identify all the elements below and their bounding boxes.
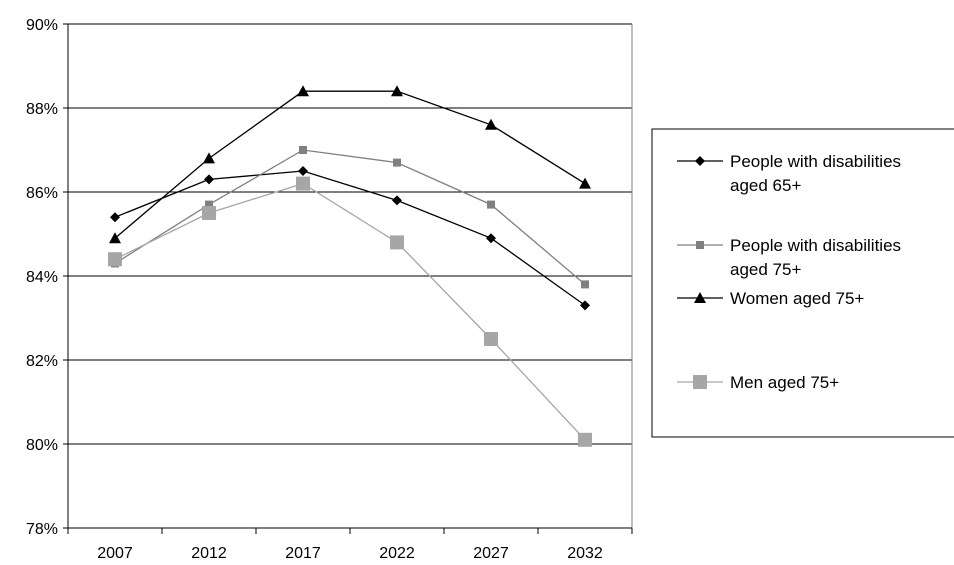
legend-label: Women aged 75+ <box>730 289 864 308</box>
legend-marker <box>695 156 705 166</box>
data-point <box>299 146 307 154</box>
data-point <box>108 252 122 267</box>
legend-marker <box>693 375 707 389</box>
data-point <box>205 200 213 209</box>
y-tick-label: 88% <box>26 101 58 118</box>
legend-label: People with disabilities <box>730 152 901 171</box>
data-point <box>484 332 498 346</box>
data-point <box>486 233 496 244</box>
y-tick-label: 90% <box>26 17 58 34</box>
data-point <box>204 174 214 185</box>
series-line <box>114 149 586 285</box>
series-3 <box>109 85 591 244</box>
x-tick-label: 2022 <box>379 545 415 562</box>
data-point <box>580 300 590 311</box>
series-2 <box>111 146 589 289</box>
data-point <box>391 85 403 97</box>
data-point <box>298 166 308 176</box>
y-tick-label: 82% <box>26 353 58 370</box>
series-1 <box>110 166 590 311</box>
gridlines <box>68 23 632 445</box>
data-point <box>393 158 401 167</box>
data-point <box>579 177 591 189</box>
legend-marker <box>694 292 706 303</box>
data-point <box>578 432 592 447</box>
data-point <box>203 152 215 164</box>
legend-entry: Women aged 75+ <box>677 289 864 308</box>
data-point <box>296 176 310 191</box>
legend-label: aged 75+ <box>730 260 801 279</box>
legend-label: aged 65+ <box>730 176 801 195</box>
data-point <box>485 118 497 130</box>
x-tick-label: 2012 <box>191 545 227 562</box>
y-tick-label: 86% <box>26 185 58 202</box>
series-plot <box>108 85 592 447</box>
data-point <box>487 200 495 209</box>
data-point <box>390 235 404 250</box>
x-tick-label: 2007 <box>97 545 133 562</box>
legend-entry: People with disabilities aged 75+ <box>677 236 901 279</box>
legend-entry: Men aged 75+ <box>677 373 839 392</box>
series-line <box>114 170 586 306</box>
data-point <box>297 85 309 97</box>
legend-marker <box>696 241 704 249</box>
x-tick-label: 2032 <box>567 545 603 562</box>
x-tick-label: 2027 <box>473 545 509 562</box>
y-tick-label: 80% <box>26 437 58 454</box>
data-point <box>110 212 120 223</box>
series-line <box>114 90 586 239</box>
legend-entry: People with disabilities aged 65+ <box>677 152 901 195</box>
legend-label: People with disabilities <box>730 236 901 255</box>
y-tick-label: 78% <box>26 521 58 538</box>
legend-label: Men aged 75+ <box>730 373 839 392</box>
y-tick-label: 84% <box>26 269 58 286</box>
series-line <box>114 182 586 441</box>
axes: 78% 80% 82% 84% 86% 88% 90% 2007 2012 2017 2022 202… <box>26 17 633 562</box>
data-point <box>109 232 121 244</box>
series-4 <box>108 176 592 447</box>
data-point <box>202 206 216 220</box>
data-point <box>581 280 589 289</box>
x-tick-label: 2017 <box>285 545 321 562</box>
data-point <box>392 195 402 206</box>
